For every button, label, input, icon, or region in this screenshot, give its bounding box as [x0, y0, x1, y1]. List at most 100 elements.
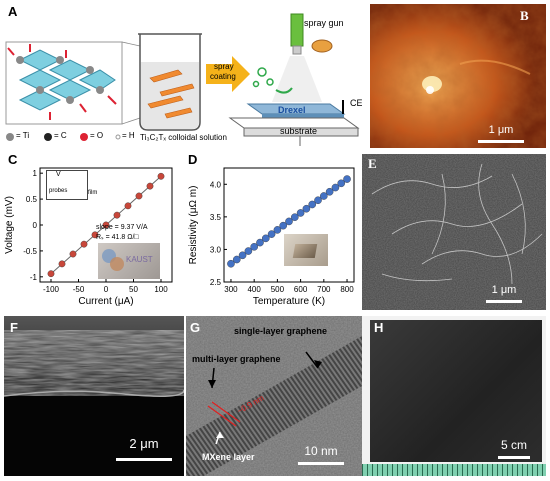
y-axis-label: Resistivity (μΩ m): [188, 186, 199, 265]
arrow-label-coating: coating: [210, 72, 236, 81]
sem-image-f: [4, 316, 184, 476]
y-axis-label: Voltage (mV): [4, 196, 15, 254]
data-point: [113, 211, 121, 219]
x-tick-label: -50: [73, 285, 85, 294]
y-tick-label: 3.5: [210, 213, 222, 222]
data-point: [91, 231, 99, 239]
x-tick-label: 50: [129, 285, 138, 294]
data-point: [314, 196, 322, 205]
resistivity-chart: 300 400 500 600 700 800 2.5 3.0 3.5 4.0 Temperatur…: [188, 167, 355, 307]
probes-inset: V probes: [46, 170, 88, 200]
panel-f-scale-text: 2 μm: [129, 436, 159, 451]
y-tick-label: 4.0: [210, 180, 222, 189]
panel-c: C -100 -50 0 50 100 -1 -0.5 0 0.5 1 Current (μA) Vo…: [0, 150, 182, 310]
inset-v: V: [56, 171, 61, 178]
panel-h-scale-bar: [498, 456, 530, 459]
x-tick-label: 0: [104, 285, 109, 294]
droplets-icon: [252, 67, 293, 94]
data-point: [285, 217, 293, 226]
x-tick-label: 500: [271, 285, 285, 294]
panel-c-label: C: [8, 152, 18, 167]
afm-image: [370, 4, 546, 148]
panel-g-label: G: [190, 320, 201, 335]
data-point: [291, 213, 299, 221]
inset-film: film: [88, 190, 98, 196]
data-point: [261, 234, 270, 243]
data-point: [157, 172, 165, 180]
x-axis-label: Temperature (K): [253, 296, 325, 307]
data-point: [238, 251, 247, 260]
inset-probes: probes: [49, 188, 68, 194]
x-tick-label: 300: [224, 285, 238, 294]
y-tick-label: 3.0: [210, 245, 222, 254]
panel-f-label: F: [10, 320, 18, 335]
rs-text: Rₛ = 41.8 Ω/□: [96, 234, 139, 241]
x-tick-label: 600: [294, 285, 308, 294]
data-point: [102, 221, 110, 229]
y-tick-label: 0.5: [26, 195, 38, 204]
x-axis-label: Current (μA): [78, 296, 133, 307]
spray-gun-icon: [272, 13, 333, 102]
data-point: [302, 204, 311, 213]
data-point: [331, 183, 340, 192]
x-tick-label: 100: [154, 285, 168, 294]
panel-d-label: D: [188, 152, 198, 167]
panel-g: G single-layer graphene multi-layer grap…: [186, 316, 362, 476]
data-point: [58, 260, 66, 268]
data-point: [267, 230, 276, 238]
x-tick-label: 800: [340, 285, 354, 294]
multi-layer-label: multi-layer graphene: [192, 354, 281, 364]
panel-b: B 1 μm: [370, 4, 546, 148]
iv-chart: -100 -50 0 50 100 -1 -0.5 0 0.5 1 Current (μA) Volt…: [4, 167, 173, 307]
legend-h: = H: [122, 131, 135, 140]
panel-b-scale-text: 1 μm: [488, 124, 514, 136]
data-point: [146, 182, 154, 190]
panel-b-scale-bar: [478, 140, 524, 143]
panel-g-scale-text: 10 nm: [304, 444, 338, 458]
solution-label: Ti₃C₂Tₓ colloidal solution: [140, 133, 227, 142]
tem-image: [186, 316, 362, 476]
y-tick-label: 2.5: [210, 278, 222, 287]
panel-e-scale-text: 1 μm: [491, 284, 517, 296]
plot-frame: [223, 167, 355, 283]
panel-g-scale-bar: [298, 462, 344, 465]
process-arrow-icon: [206, 56, 250, 92]
panel-d: D 300 400 500 600 700 800 2.5 3.0 3.5 4.0 Temperat…: [184, 150, 360, 310]
x-tick-label: 700: [317, 285, 331, 294]
data-point: [135, 192, 143, 200]
y-tick-label: 1: [33, 169, 38, 178]
substrate-icon: Drexel: [228, 100, 360, 146]
data-point: [227, 259, 235, 268]
photo-text: KAUST: [126, 255, 153, 264]
x-tick-label: 400: [247, 285, 261, 294]
beaker-icon: [138, 33, 202, 131]
data-point: [250, 243, 258, 251]
panel-h-scale-text: 5 cm: [500, 438, 527, 452]
arrow-label-spray: spray: [214, 62, 234, 71]
sem-image-e: [362, 154, 546, 310]
panel-a-label: A: [8, 4, 18, 19]
data-point: [273, 226, 282, 234]
ce-label: CE: [350, 98, 362, 108]
y-tick-label: 0: [33, 221, 38, 230]
crystal-structure-icon: [7, 44, 117, 120]
svg-text:Drexel: Drexel: [278, 105, 306, 115]
panel-b-label: B: [520, 8, 529, 23]
panel-h-label: H: [374, 320, 384, 335]
panel-e-label: E: [368, 156, 377, 171]
legend-ti: = Ti: [16, 131, 30, 140]
slope-text: slope = 9.37 V/A: [96, 224, 148, 231]
panel-a: A: [0, 0, 362, 150]
panel-f-scale-bar: [116, 458, 172, 461]
data-point: [232, 255, 241, 264]
data-point: [80, 240, 88, 248]
panel-a-schematic: Drexel: [5, 13, 360, 146]
data-point: [279, 221, 287, 230]
data-point: [337, 179, 346, 188]
legend-c: = C: [54, 131, 67, 140]
data-point: [320, 192, 328, 200]
data-point: [325, 187, 334, 196]
film-sheet: [370, 320, 542, 462]
panel-e-scale-bar: [486, 300, 522, 303]
single-layer-label: single-layer graphene: [234, 326, 328, 336]
